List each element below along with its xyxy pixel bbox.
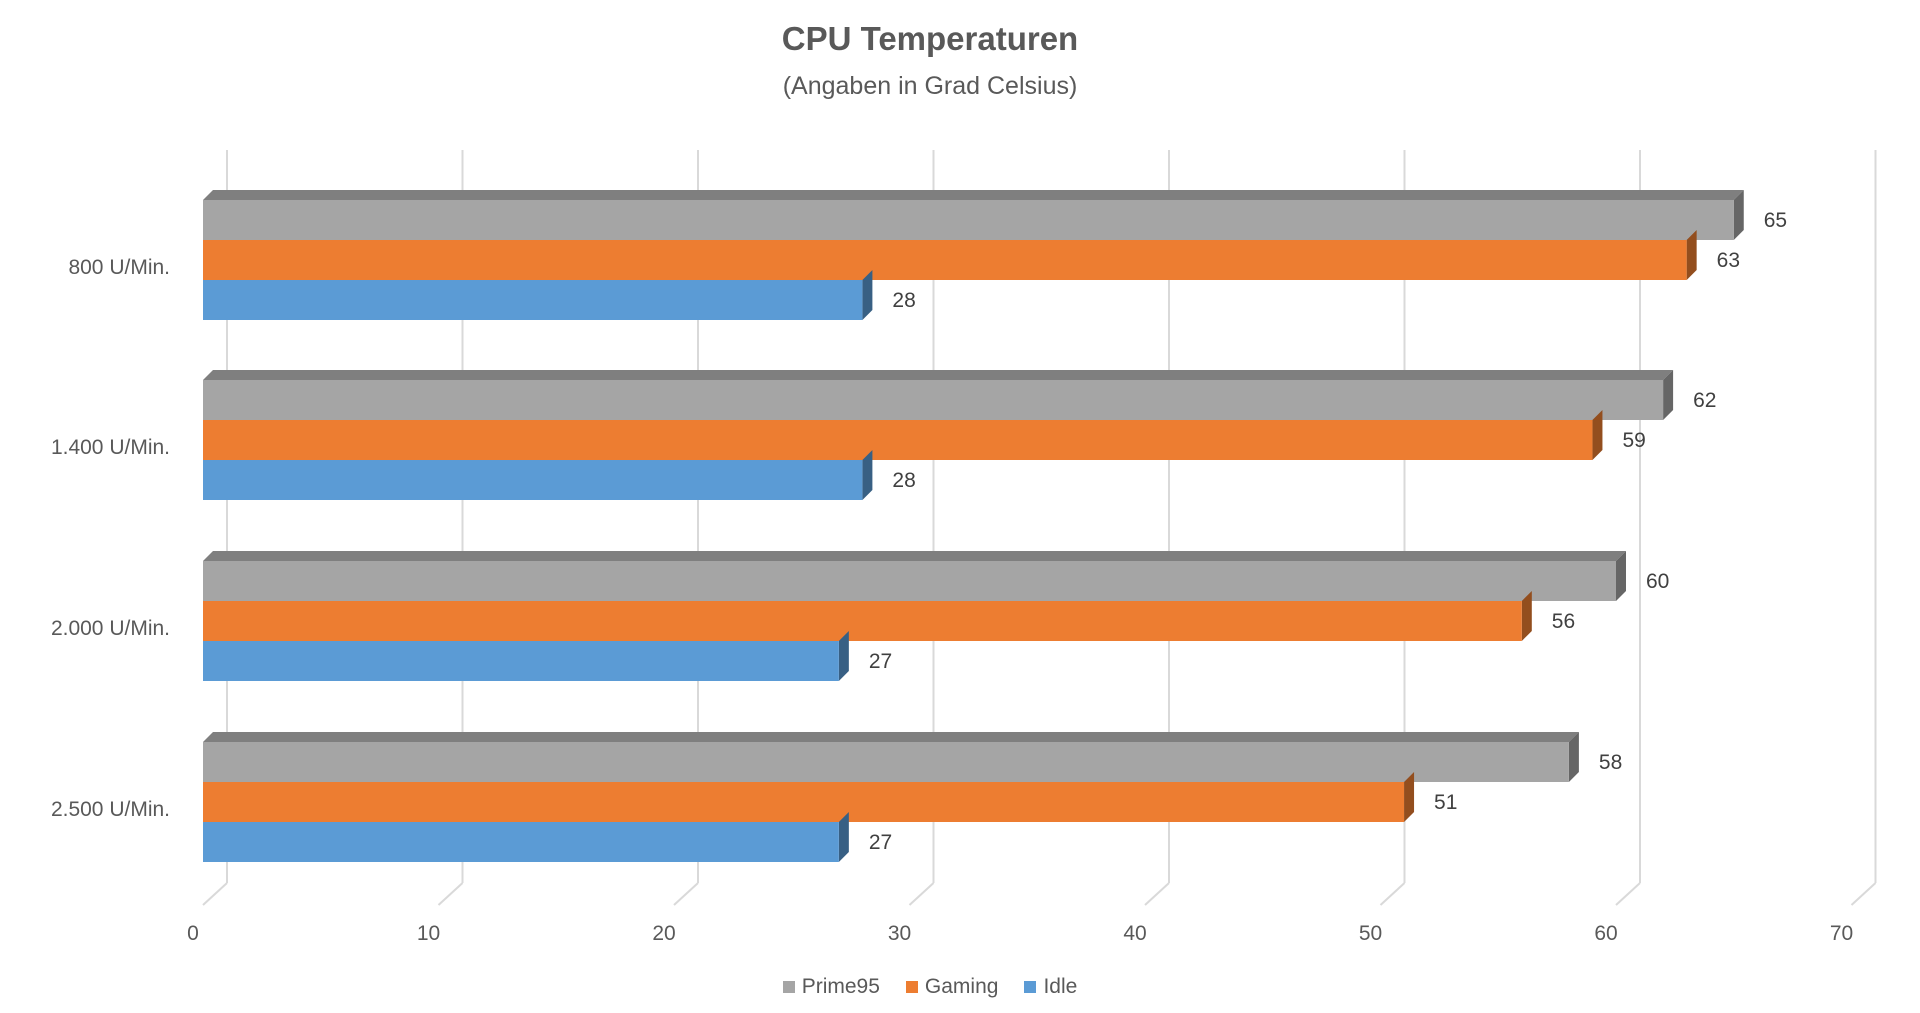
bar-side-prime95-2 [1616, 551, 1626, 601]
gridline-floor-2 [673, 882, 699, 906]
bar-side-prime95-0 [1733, 190, 1744, 240]
bar-side-idle-2 [838, 631, 849, 681]
y-tick-label-2: 2.000 U/Min. [51, 617, 170, 640]
gridline-floor-6 [1615, 882, 1641, 906]
bar-top-prime95-0 [203, 190, 1744, 200]
data-label-idle-2: 27 [869, 650, 892, 673]
x-tick-label-7: 70 [1830, 922, 1853, 945]
data-label-prime95-2: 60 [1646, 570, 1669, 593]
bar-idle-1 [203, 460, 863, 500]
bar-side-gaming-1 [1592, 410, 1603, 460]
bar-idle-0 [203, 280, 863, 320]
gridline-floor-4 [1144, 882, 1170, 906]
gridline-floor-0 [202, 882, 228, 906]
bar-top-prime95-2 [203, 551, 1626, 561]
x-tick-label-2: 20 [652, 922, 675, 945]
data-label-prime95-3: 58 [1599, 751, 1622, 774]
gridline-floor-5 [1379, 882, 1406, 906]
y-tick-label-1: 1.400 U/Min. [51, 436, 170, 459]
x-tick-label-5: 50 [1359, 922, 1382, 945]
bar-side-idle-0 [862, 270, 873, 320]
data-label-gaming-2: 56 [1552, 610, 1575, 633]
x-tick-label-0: 0 [187, 922, 199, 945]
legend-item-prime95: Prime95 [782, 975, 880, 999]
data-label-prime95-1: 62 [1693, 389, 1716, 412]
legend-item-gaming: Gaming [905, 975, 999, 999]
chart-title: CPU Temperaturen [781, 20, 1079, 57]
bar-side-prime95-1 [1663, 370, 1674, 420]
legend-label-idle: Idle [1043, 975, 1078, 998]
bar-side-idle-3 [838, 812, 849, 862]
data-label-gaming-3: 51 [1434, 791, 1457, 814]
bar-gaming-3 [203, 782, 1405, 822]
data-label-gaming-0: 63 [1717, 249, 1740, 272]
x-tick-label-6: 60 [1594, 922, 1617, 945]
gridline-floor-7 [1850, 882, 1877, 906]
x-tick-label-4: 40 [1123, 922, 1146, 945]
bar-side-idle-1 [862, 450, 873, 500]
bar-idle-2 [203, 641, 839, 681]
bar-top-prime95-3 [203, 732, 1579, 742]
legend-swatch-idle [1024, 981, 1037, 993]
legend-swatch-prime95 [782, 981, 795, 993]
bar-gaming-2 [203, 601, 1522, 641]
legend-swatch-gaming [905, 981, 918, 993]
bar-side-gaming-2 [1521, 591, 1532, 641]
y-tick-label-0: 800 U/Min. [68, 256, 170, 279]
bar-gaming-0 [203, 240, 1687, 280]
gridline-floor-3 [908, 882, 935, 906]
x-tick-label-3: 30 [888, 922, 911, 945]
chart-legend: Prime95 Gaming Idle [0, 975, 1860, 999]
data-label-gaming-1: 59 [1622, 429, 1645, 452]
bar-prime95-3 [203, 742, 1569, 782]
bar-gaming-1 [203, 420, 1593, 460]
bar-side-gaming-0 [1686, 230, 1697, 280]
legend-item-idle: Idle [1024, 975, 1077, 999]
bar-prime95-0 [203, 200, 1734, 240]
y-tick-label-3: 2.500 U/Min. [51, 798, 170, 821]
legend-label-prime95: Prime95 [801, 975, 880, 998]
data-label-idle-1: 28 [892, 469, 915, 492]
chart-subtitle: (Angaben in Grad Celsius) [782, 72, 1078, 100]
bar-side-gaming-3 [1404, 772, 1415, 822]
bar-prime95-1 [203, 380, 1664, 420]
x-tick-label-1: 10 [417, 922, 440, 945]
data-label-idle-0: 28 [892, 289, 915, 312]
legend-label-gaming: Gaming [924, 975, 999, 998]
data-label-idle-3: 27 [869, 831, 892, 854]
bar-top-prime95-1 [203, 370, 1674, 380]
bar-prime95-2 [203, 561, 1616, 601]
data-label-prime95-0: 65 [1764, 209, 1787, 232]
bar-idle-3 [203, 822, 839, 862]
gridline-floor-1 [437, 882, 464, 906]
bar-side-prime95-3 [1568, 732, 1579, 782]
